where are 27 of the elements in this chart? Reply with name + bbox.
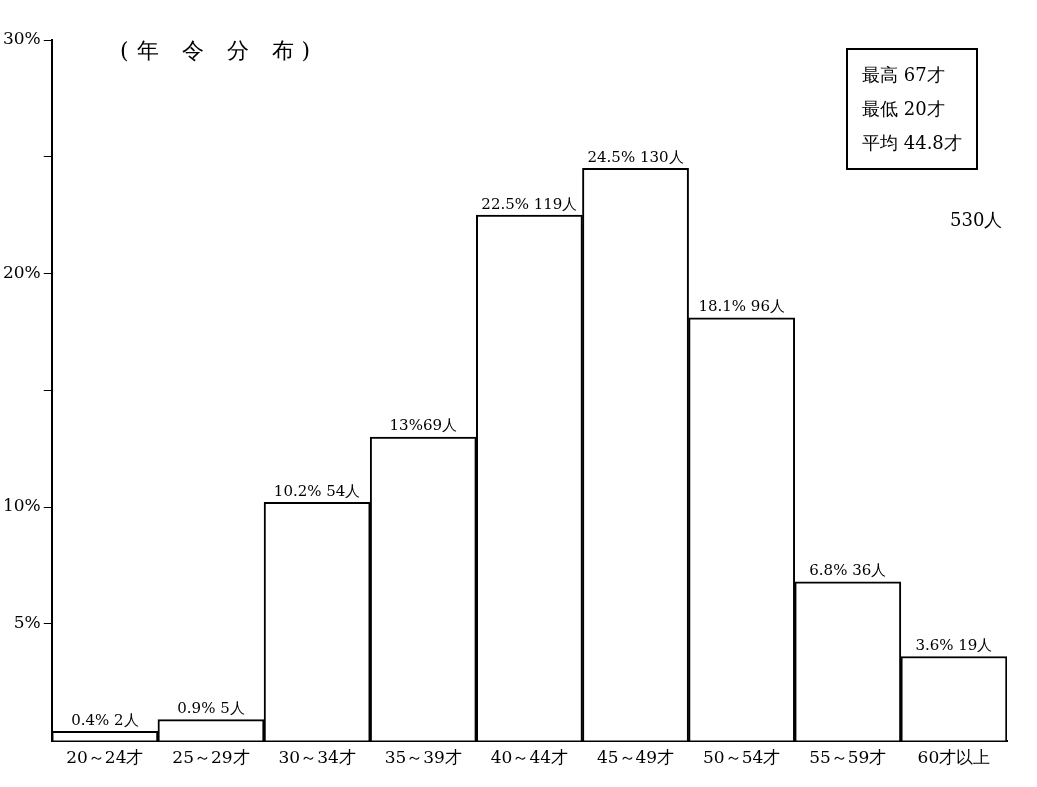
data-label: 22.5% 119人 bbox=[481, 194, 578, 213]
annotation: 平均 44.8才 bbox=[862, 131, 962, 155]
data-label: 0.9% 5人 bbox=[177, 698, 245, 717]
chart-title: (年 令 分 布) bbox=[120, 37, 319, 65]
x-tick-label: 25～29才 bbox=[172, 747, 250, 768]
y-tick-label: 5% bbox=[13, 612, 41, 633]
data-label: 3.6% 19人 bbox=[915, 635, 993, 654]
annotation: 最高 67才 bbox=[862, 63, 946, 87]
data-label: 6.8% 36人 bbox=[809, 561, 887, 580]
y-tick-label: 20% bbox=[2, 261, 41, 282]
y-tick-label: 30% bbox=[2, 28, 41, 49]
annotation: 530人 bbox=[950, 208, 1003, 232]
x-tick-label: 55～59才 bbox=[809, 747, 887, 768]
x-tick-label: 35～39才 bbox=[384, 747, 462, 768]
annotation: 最低 20才 bbox=[862, 97, 946, 121]
y-tick-label: 10% bbox=[2, 495, 41, 516]
x-tick-label: 45～49才 bbox=[596, 747, 675, 768]
x-tick-label: 30～34才 bbox=[278, 747, 356, 768]
data-label: 18.1% 96人 bbox=[698, 297, 785, 316]
data-label: 0.4% 2人 bbox=[71, 710, 139, 729]
x-tick-label: 20～24才 bbox=[66, 747, 144, 768]
x-tick-label: 50～54才 bbox=[703, 747, 781, 768]
x-tick-label: 60才以上 bbox=[917, 747, 991, 768]
x-tick-label: 40～44才 bbox=[490, 747, 569, 768]
data-label: 10.2% 54人 bbox=[273, 481, 361, 500]
data-label: 24.5% 130人 bbox=[587, 147, 684, 166]
data-label: 13%69人 bbox=[389, 416, 457, 435]
